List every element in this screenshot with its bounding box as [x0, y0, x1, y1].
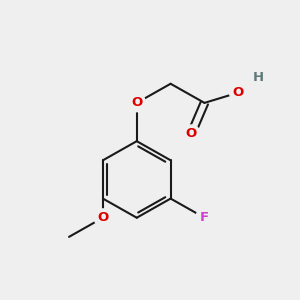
Text: O: O — [186, 127, 197, 140]
Circle shape — [94, 209, 112, 226]
Circle shape — [128, 94, 146, 112]
Text: O: O — [131, 96, 142, 110]
Text: O: O — [233, 86, 244, 99]
Circle shape — [196, 209, 213, 226]
Text: O: O — [97, 211, 109, 224]
Text: F: F — [200, 211, 209, 224]
Circle shape — [230, 84, 247, 101]
Circle shape — [182, 125, 200, 142]
Text: H: H — [253, 71, 264, 84]
